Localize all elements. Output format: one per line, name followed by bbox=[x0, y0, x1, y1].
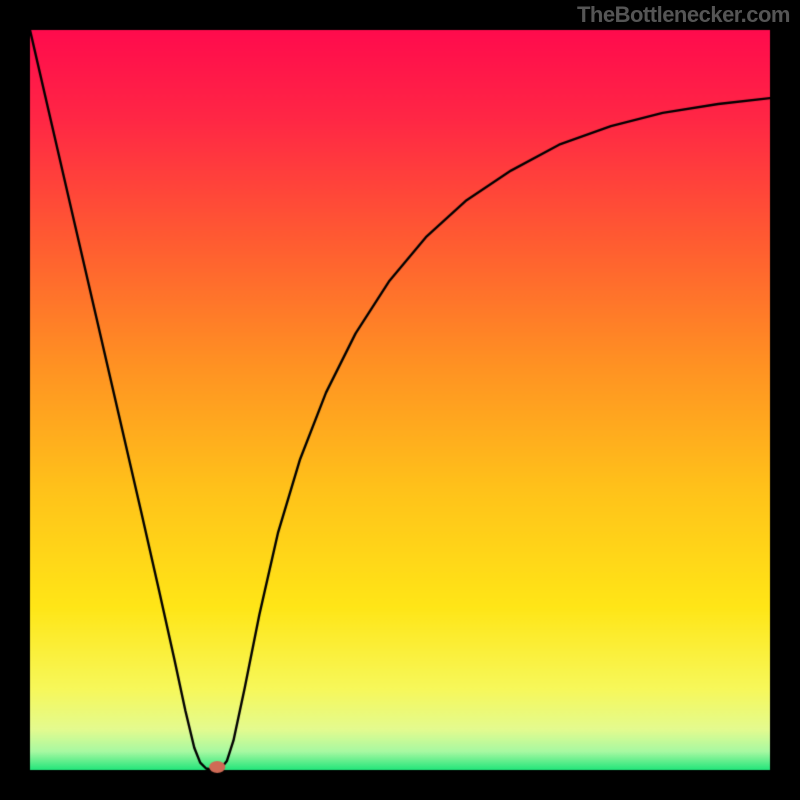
watermark-label: TheBottlenecker.com bbox=[577, 2, 790, 28]
bottleneck-chart bbox=[0, 0, 800, 800]
chart-container: TheBottlenecker.com bbox=[0, 0, 800, 800]
